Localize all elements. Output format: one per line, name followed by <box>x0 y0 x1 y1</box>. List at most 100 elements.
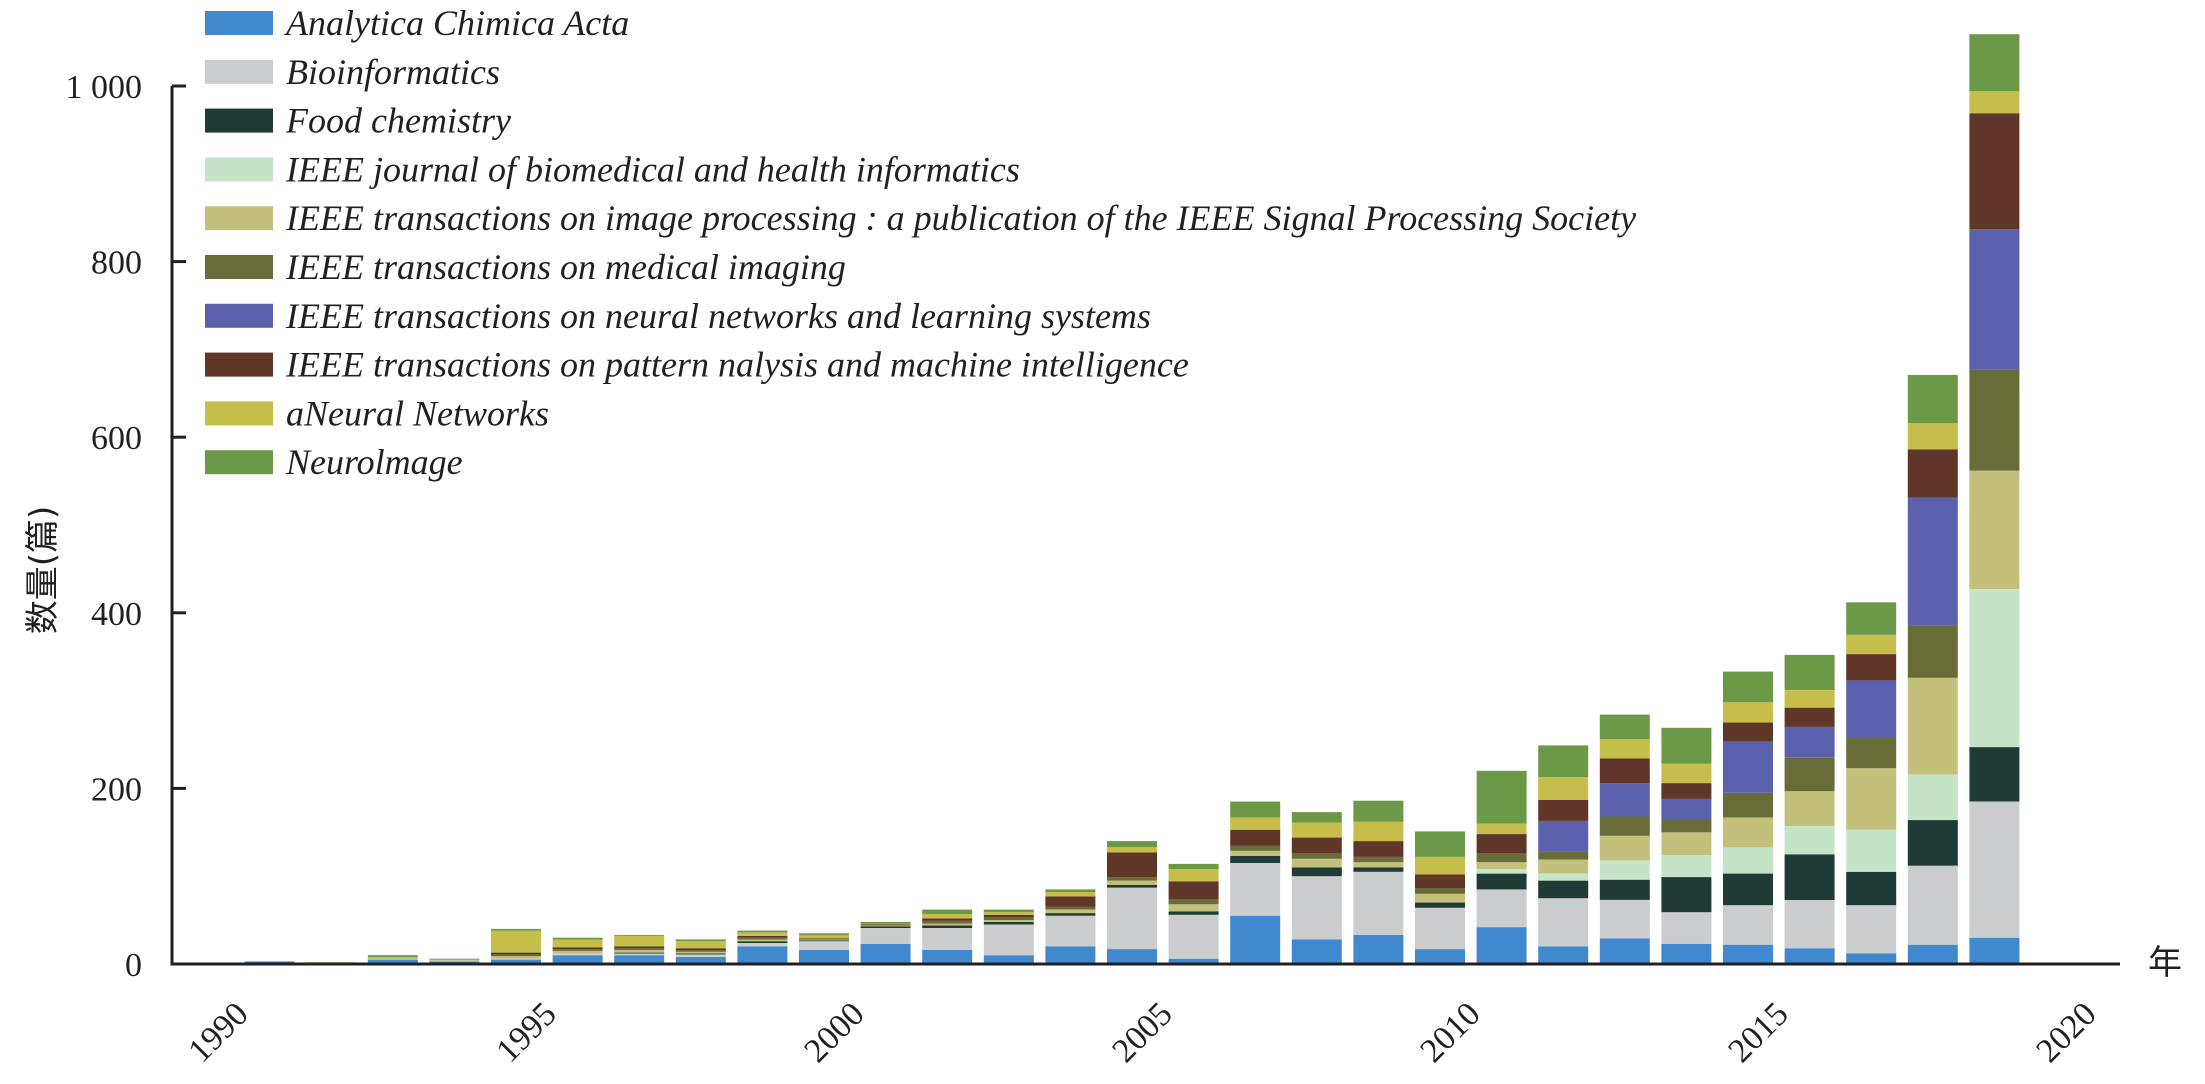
bar-segment-2019-series-2 <box>1969 747 2020 802</box>
bar-segment-2010-series-4 <box>1415 893 1465 903</box>
bar-segment-2008-series-1 <box>1291 876 1342 940</box>
bar-segment-2007-series-7 <box>1230 829 1281 846</box>
legend-swatch-5 <box>205 255 273 279</box>
bar-segment-2000-series-1 <box>799 941 849 950</box>
legend-label-9: Neurolmage <box>285 442 463 482</box>
bar-segment-1997-series-0 <box>614 955 665 964</box>
bar-segment-2016-series-8 <box>1784 690 1835 708</box>
bar-segment-2012-series-4 <box>1538 859 1589 874</box>
bar-segment-1996-series-7 <box>552 947 603 950</box>
bar-segment-2015-series-1 <box>1723 905 1773 945</box>
bar-segment-2005-series-7 <box>1107 852 1157 878</box>
bar-segment-1997-series-7 <box>614 946 665 949</box>
legend-swatch-3 <box>205 157 273 182</box>
bar-segment-2007-series-4 <box>1230 850 1281 856</box>
bar-segment-1997-series-8 <box>614 935 665 947</box>
bar-segment-2015-series-8 <box>1723 702 1773 723</box>
y-tick-label-800: 800 <box>91 245 142 282</box>
y-axis-label: 数量(篇) <box>23 506 63 635</box>
bar-segment-2011-series-9 <box>1476 770 1527 824</box>
x-tick-label-2005: 2005 <box>1105 995 1179 1069</box>
bar-segment-2013-series-9 <box>1599 714 1650 740</box>
bar-segment-2014-series-5 <box>1661 820 1712 833</box>
bar-segment-2016-series-6 <box>1784 726 1835 758</box>
bar-segment-2002-series-5 <box>922 921 973 924</box>
x-tick-label-1990: 1990 <box>181 995 255 1069</box>
legend-swatch-9 <box>205 450 273 475</box>
bar-segment-2018-series-8 <box>1907 423 1958 450</box>
bar-segment-2012-series-3 <box>1538 873 1589 881</box>
legend-label-1: Bioinformatics <box>286 52 500 92</box>
bar-segment-2011-series-1 <box>1476 889 1527 928</box>
bar-segment-2008-series-7 <box>1291 837 1342 854</box>
x-axis-ticks: 1990 1995 2000 2005 2010 2015 2020 <box>181 995 2103 1069</box>
bar-segment-2004-series-9 <box>1045 889 1096 892</box>
bar-segment-2004-series-0 <box>1045 946 1096 964</box>
bar-segment-2017-series-3 <box>1846 829 1897 872</box>
bar-segment-2003-series-4 <box>983 920 1034 922</box>
bar-segment-2016-series-9 <box>1784 654 1835 690</box>
bar-segment-2018-series-3 <box>1907 774 1958 821</box>
bar-segment-1998-series-9 <box>675 939 726 942</box>
bar-segment-2017-series-7 <box>1846 654 1897 681</box>
bar-segment-1997-series-5 <box>614 948 665 950</box>
bar-segment-2006-series-0 <box>1168 958 1219 964</box>
bar-segment-2014-series-4 <box>1661 832 1712 856</box>
bar-segment-2019-series-9 <box>1969 34 2020 92</box>
bar-segment-1998-series-2 <box>675 953 726 955</box>
bar-segment-2019-series-6 <box>1969 229 2020 370</box>
x-tick-label-2020: 2020 <box>2029 995 2103 1069</box>
legend-swatch-2 <box>205 108 273 133</box>
bar-segment-2018-series-9 <box>1907 374 1958 424</box>
bar-segment-2019-series-8 <box>1969 91 2020 114</box>
bar-segment-2017-series-8 <box>1846 634 1897 655</box>
legend-swatch-1 <box>205 59 273 84</box>
legend-label-5: IEEE transactions on medical imaging <box>285 247 846 287</box>
bar-segment-2006-series-1 <box>1168 914 1219 959</box>
bar-segment-2001-series-9 <box>860 921 911 924</box>
y-tick-label-0: 0 <box>125 947 142 984</box>
bar-segment-1998-series-4 <box>675 951 726 954</box>
bar-segment-1994-series-1 <box>429 960 480 962</box>
x-tick-label-2010: 2010 <box>1413 995 1487 1069</box>
bar-segment-2003-series-0 <box>983 955 1034 964</box>
legend-label-0: Analytica Chimica Acta <box>284 3 629 43</box>
bar-segment-2015-series-0 <box>1723 944 1773 964</box>
bar-segment-2004-series-5 <box>1045 906 1096 910</box>
bar-segment-1995-series-4 <box>491 956 541 959</box>
bar-segment-2002-series-0 <box>922 950 973 964</box>
bar-segment-2015-series-7 <box>1723 722 1773 742</box>
bar-segment-2008-series-2 <box>1291 867 1342 877</box>
bar-segment-2003-series-9 <box>983 909 1034 913</box>
bar-segment-2008-series-5 <box>1291 853 1342 859</box>
bar-segment-2016-series-4 <box>1784 791 1835 827</box>
bar-segment-2019-series-5 <box>1969 369 2020 471</box>
bar-segment-2005-series-8 <box>1107 847 1157 853</box>
bar-segment-2018-series-1 <box>1907 865 1958 945</box>
bar-segment-2014-series-6 <box>1661 798 1712 820</box>
bar-segment-2001-series-2 <box>860 926 911 928</box>
bar-segment-1996-series-9 <box>552 937 603 940</box>
bar-segment-2013-series-8 <box>1599 739 1650 759</box>
x-tick-label-2000: 2000 <box>797 995 871 1069</box>
bar-segment-2014-series-7 <box>1661 783 1712 799</box>
bar-segment-2009-series-2 <box>1353 867 1404 872</box>
bar-segment-2005-series-5 <box>1107 877 1157 881</box>
bar-segment-2006-series-4 <box>1168 904 1219 912</box>
bar-segment-2001-series-1 <box>860 928 911 944</box>
bar-segment-2005-series-0 <box>1107 949 1157 964</box>
x-axis-label: 年 <box>2148 943 2182 983</box>
bar-segment-2018-series-2 <box>1907 820 1958 866</box>
bar-segment-2017-series-4 <box>1846 768 1897 830</box>
bar-segment-2011-series-4 <box>1476 862 1527 870</box>
bar-segment-2016-series-0 <box>1784 948 1835 964</box>
bar-segment-2001-series-8 <box>860 923 911 925</box>
bar-segment-2017-series-6 <box>1846 680 1897 738</box>
axes <box>170 86 2120 966</box>
bar-segment-2013-series-5 <box>1599 816 1650 836</box>
bar-segment-2019-series-4 <box>1969 470 2020 590</box>
bar-segment-2019-series-0 <box>1969 937 2020 964</box>
bar-segment-2005-series-1 <box>1107 887 1157 950</box>
bar-segment-2011-series-3 <box>1476 869 1527 874</box>
